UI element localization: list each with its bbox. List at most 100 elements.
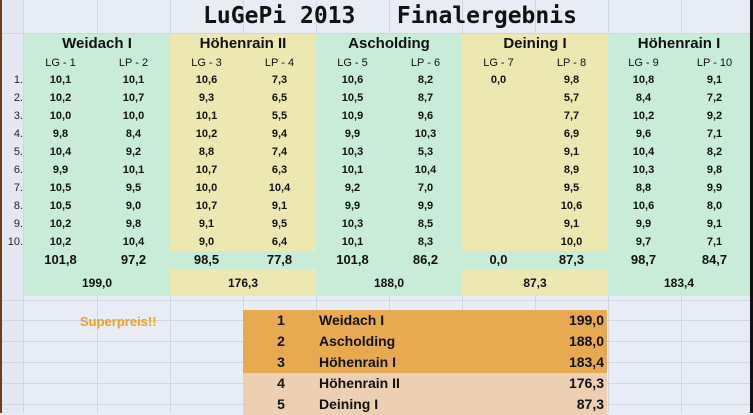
rank-score: 188,0	[568, 333, 604, 349]
score-cell: 10,4	[122, 236, 145, 248]
score-cell: 9,2	[706, 110, 723, 122]
score-cell: 9,2	[344, 182, 361, 194]
score-cell: 9,1	[563, 146, 580, 158]
grid-line-horizontal	[2, 300, 750, 301]
score-cell: 9,5	[563, 182, 580, 194]
score-cell	[462, 215, 535, 234]
score-cell: 8,5	[417, 218, 434, 230]
sum-cell: 101,8	[44, 252, 77, 267]
row-number: 5.	[13, 146, 23, 158]
score-cell	[462, 233, 535, 252]
score-cell: 9,9	[635, 218, 652, 230]
sum-cell: 97,2	[120, 252, 147, 267]
score-cell: 7,0	[417, 182, 434, 194]
score-cell: 10,4	[268, 182, 291, 194]
score-cell	[462, 89, 535, 108]
score-cell: 8,3	[417, 236, 434, 248]
score-cell: 10,6	[632, 200, 655, 212]
column-header: LG - 1	[45, 57, 76, 69]
score-cell	[462, 197, 535, 216]
score-cell: 9,5	[125, 182, 142, 194]
score-cell: 10,4	[632, 146, 655, 158]
score-cell: 6,4	[271, 236, 288, 248]
score-cell: 10,6	[560, 200, 583, 212]
score-cell: 7,1	[706, 128, 723, 140]
score-cell: 0,0	[490, 74, 507, 86]
score-cell: 10,6	[195, 74, 218, 86]
score-cell: 8,4	[125, 128, 142, 140]
score-cell: 10,1	[195, 110, 218, 122]
score-cell: 10,2	[632, 110, 655, 122]
score-cell: 10,3	[414, 128, 437, 140]
score-cell: 9,3	[198, 92, 215, 104]
score-cell: 9,0	[125, 200, 142, 212]
score-cell: 10,7	[195, 164, 218, 176]
team-name: Höhenrain II	[199, 35, 287, 52]
team-name: Ascholding	[348, 35, 430, 52]
score-cell: 10,2	[49, 236, 72, 248]
sum-cell: 98,5	[193, 252, 220, 267]
row-number: 6.	[13, 164, 23, 176]
score-cell: 7,2	[706, 92, 723, 104]
row-number: 1.	[13, 74, 23, 86]
score-cell: 8,8	[635, 182, 652, 194]
ranking-row: 1 Weidach I 199,0	[243, 310, 607, 331]
score-cell: 10,1	[341, 236, 364, 248]
score-cell: 9,8	[706, 164, 723, 176]
score-cell: 9,2	[125, 146, 142, 158]
score-cell	[462, 143, 535, 162]
column-header: LG - 3	[191, 57, 222, 69]
score-cell: 10,3	[341, 146, 364, 158]
sum-cell: 84,7	[701, 252, 728, 267]
rank-score: 199,0	[568, 312, 604, 328]
score-cell: 10,7	[122, 92, 145, 104]
score-cell: 9,7	[635, 236, 652, 248]
rank-position: 4	[277, 375, 285, 391]
row-number: 9.	[13, 218, 23, 230]
grid-line-horizontal	[2, 33, 750, 34]
score-cell: 9,8	[125, 218, 142, 230]
score-cell: 9,9	[52, 164, 69, 176]
score-cell: 6,5	[271, 92, 288, 104]
score-cell: 10,2	[49, 92, 72, 104]
rank-team-name: Höhenrain I	[319, 354, 397, 370]
score-cell	[462, 125, 535, 144]
score-cell: 8,2	[706, 146, 723, 158]
score-cell: 9,4	[271, 128, 288, 140]
score-cell: 6,3	[271, 164, 288, 176]
score-cell: 10,0	[560, 236, 583, 248]
sum-cell: 77,8	[266, 252, 293, 267]
score-cell: 7,1	[706, 236, 723, 248]
score-cell: 9,1	[271, 200, 288, 212]
score-cell: 9,9	[344, 128, 361, 140]
column-header: LG - 5	[337, 57, 368, 69]
column-header: LP - 4	[264, 57, 295, 69]
score-cell: 9,1	[563, 218, 580, 230]
window-left-border	[0, 0, 2, 413]
score-cell: 7,4	[271, 146, 288, 158]
score-cell: 10,2	[195, 128, 218, 140]
score-cell: 10,5	[341, 92, 364, 104]
score-cell: 8,7	[417, 92, 434, 104]
sum-cell: 87,3	[558, 252, 585, 267]
score-cell: 10,7	[195, 200, 218, 212]
rank-team-name: Höhenrain II	[319, 375, 400, 391]
rank-score: 176,3	[568, 375, 604, 391]
sum-row-band	[24, 251, 750, 269]
score-cell: 10,3	[341, 218, 364, 230]
team-total: 199,0	[24, 271, 170, 296]
team-name: Höhenrain I	[637, 35, 721, 52]
column-header: LG - 7	[483, 57, 514, 69]
row-number: 4.	[13, 128, 23, 140]
ranking-row: 5 Deining I 87,3	[243, 394, 607, 415]
score-cell: 7,3	[271, 74, 288, 86]
score-cell: 5,5	[271, 110, 288, 122]
score-cell: 7,7	[563, 110, 580, 122]
ranking-row: 3 Höhenrain I 183,4	[243, 352, 607, 373]
rank-team-name: Ascholding	[319, 333, 396, 349]
column-header: LP - 6	[410, 57, 441, 69]
score-cell: 9,8	[563, 74, 580, 86]
score-cell: 8,8	[198, 146, 215, 158]
score-cell: 10,1	[122, 74, 145, 86]
score-cell: 9,0	[198, 236, 215, 248]
